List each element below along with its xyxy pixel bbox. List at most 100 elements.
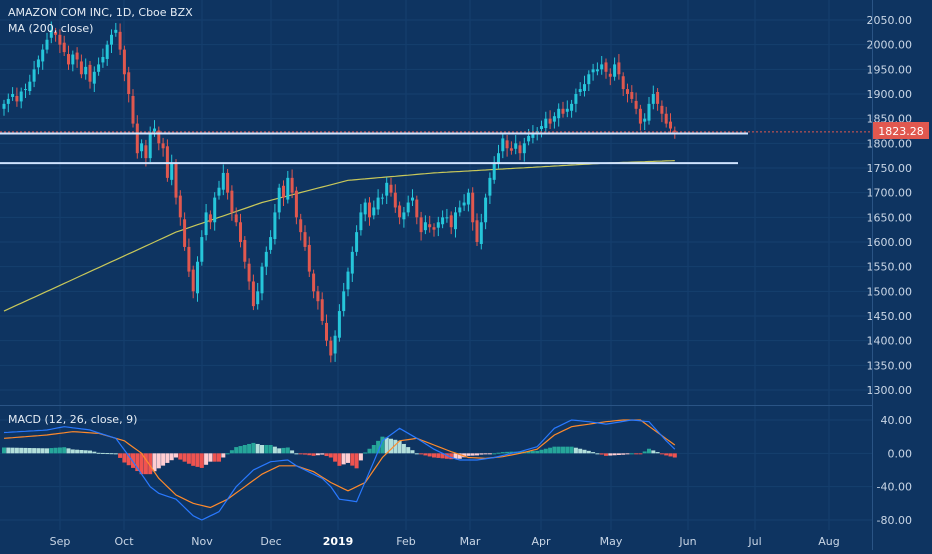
candle[interactable]	[19, 87, 23, 109]
candle[interactable]	[273, 204, 277, 245]
candle[interactable]	[471, 187, 475, 231]
candle[interactable]	[415, 195, 419, 225]
horizontal-levels[interactable]	[0, 131, 872, 165]
candle[interactable]	[329, 336, 333, 363]
candle[interactable]	[320, 292, 324, 325]
candle[interactable]	[118, 23, 122, 56]
candle[interactable]	[475, 213, 479, 246]
candle[interactable]	[337, 304, 341, 342]
candle[interactable]	[552, 112, 556, 129]
candle[interactable]	[574, 88, 578, 113]
candle[interactable]	[239, 213, 242, 248]
candle[interactable]	[544, 111, 548, 132]
candle[interactable]	[656, 88, 660, 111]
candle[interactable]	[24, 83, 27, 98]
candle[interactable]	[595, 62, 599, 76]
candle[interactable]	[282, 180, 285, 206]
candle[interactable]	[122, 45, 126, 82]
candle[interactable]	[393, 184, 397, 213]
candle[interactable]	[669, 113, 672, 134]
candle[interactable]	[303, 225, 307, 251]
candle[interactable]	[647, 96, 651, 125]
candle[interactable]	[32, 60, 36, 88]
candle[interactable]	[402, 206, 406, 228]
candles[interactable]	[2, 21, 677, 363]
candle[interactable]	[454, 206, 457, 238]
candle[interactable]	[105, 40, 109, 66]
candle[interactable]	[251, 274, 255, 311]
candle[interactable]	[617, 54, 621, 80]
candle[interactable]	[441, 210, 445, 229]
candle[interactable]	[630, 85, 634, 103]
candle[interactable]	[54, 27, 58, 42]
candle[interactable]	[312, 269, 316, 299]
candle[interactable]	[135, 115, 139, 159]
candle[interactable]	[355, 225, 359, 256]
candle[interactable]	[114, 22, 118, 37]
candle[interactable]	[497, 144, 500, 169]
candle[interactable]	[316, 285, 320, 310]
candle[interactable]	[376, 189, 380, 215]
candle[interactable]	[350, 246, 354, 282]
candle[interactable]	[462, 194, 466, 211]
candle[interactable]	[578, 82, 582, 96]
candle[interactable]	[505, 134, 509, 157]
candle[interactable]	[88, 60, 92, 89]
candle[interactable]	[11, 87, 15, 101]
candle[interactable]	[664, 106, 668, 128]
candle[interactable]	[243, 236, 247, 269]
candle[interactable]	[359, 204, 363, 236]
candle[interactable]	[110, 29, 113, 54]
candle[interactable]	[307, 236, 311, 278]
candle[interactable]	[256, 282, 260, 310]
candle[interactable]	[643, 113, 647, 131]
candle[interactable]	[71, 50, 75, 72]
candle[interactable]	[41, 44, 45, 70]
candle[interactable]	[372, 200, 376, 220]
candle[interactable]	[406, 195, 410, 217]
candle[interactable]	[484, 193, 488, 230]
candle[interactable]	[290, 169, 294, 199]
candle[interactable]	[127, 66, 131, 103]
candle[interactable]	[398, 201, 402, 225]
candle[interactable]	[260, 262, 264, 301]
candle[interactable]	[286, 170, 290, 204]
candle[interactable]	[604, 58, 608, 79]
candle[interactable]	[561, 101, 565, 118]
candle[interactable]	[170, 154, 174, 186]
candle[interactable]	[140, 139, 144, 159]
candle[interactable]	[660, 100, 664, 123]
candle[interactable]	[213, 192, 217, 231]
candle[interactable]	[570, 99, 574, 118]
candle[interactable]	[638, 104, 642, 131]
candle[interactable]	[466, 188, 470, 212]
candle[interactable]	[514, 134, 518, 155]
candle[interactable]	[15, 87, 19, 107]
candle[interactable]	[269, 230, 273, 254]
candle[interactable]	[67, 45, 70, 70]
candle[interactable]	[36, 55, 40, 75]
candle[interactable]	[509, 141, 513, 155]
candle[interactable]	[389, 177, 393, 197]
candle[interactable]	[342, 282, 346, 317]
candle[interactable]	[28, 74, 32, 95]
candle[interactable]	[234, 207, 238, 227]
candle[interactable]	[161, 137, 165, 157]
candle[interactable]	[458, 200, 462, 217]
candle[interactable]	[187, 238, 191, 278]
candle[interactable]	[423, 215, 427, 235]
candle[interactable]	[62, 35, 66, 57]
candle[interactable]	[264, 246, 268, 276]
candle[interactable]	[522, 137, 526, 162]
candle[interactable]	[518, 141, 522, 161]
candle[interactable]	[226, 168, 230, 200]
candle[interactable]	[488, 172, 492, 205]
candle[interactable]	[634, 92, 638, 115]
candle[interactable]	[651, 85, 655, 110]
candle[interactable]	[557, 103, 561, 127]
candle[interactable]	[84, 58, 88, 80]
candle[interactable]	[131, 89, 135, 128]
candle[interactable]	[445, 208, 449, 223]
